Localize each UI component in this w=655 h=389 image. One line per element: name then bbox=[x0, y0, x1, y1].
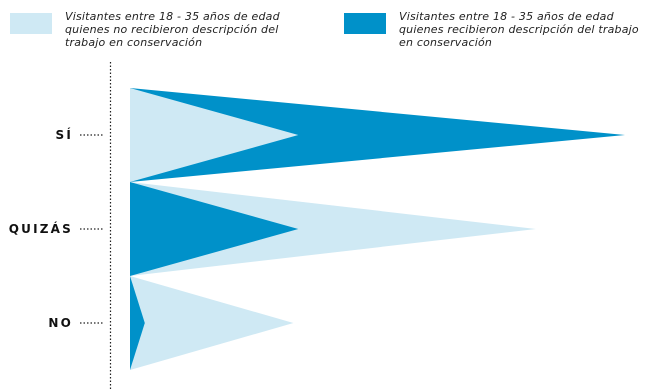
triangle-with-description-2 bbox=[130, 276, 145, 370]
category-labels: SÍ QUIZÁS NO bbox=[9, 127, 104, 330]
chart-marks bbox=[130, 88, 625, 370]
category-label-1: QUIZÁS bbox=[9, 221, 73, 236]
category-label-2: NO bbox=[48, 316, 73, 330]
triangle-with-description-1 bbox=[130, 182, 299, 276]
triangle-no-description-2 bbox=[130, 276, 294, 370]
triangle-no-description-1 bbox=[130, 182, 536, 276]
legend-label-with-description: Visitantes entre 18 - 35 años de edad qu… bbox=[399, 10, 639, 49]
legend-swatch-no-description bbox=[10, 13, 52, 34]
legend-swatch-with-description bbox=[344, 13, 386, 34]
category-label-0: SÍ bbox=[55, 127, 73, 142]
legend-label-no-description: Visitantes entre 18 - 35 años de edad qu… bbox=[65, 10, 280, 49]
triangle-no-description-0 bbox=[130, 88, 299, 182]
triangle-with-description-0 bbox=[130, 88, 625, 182]
